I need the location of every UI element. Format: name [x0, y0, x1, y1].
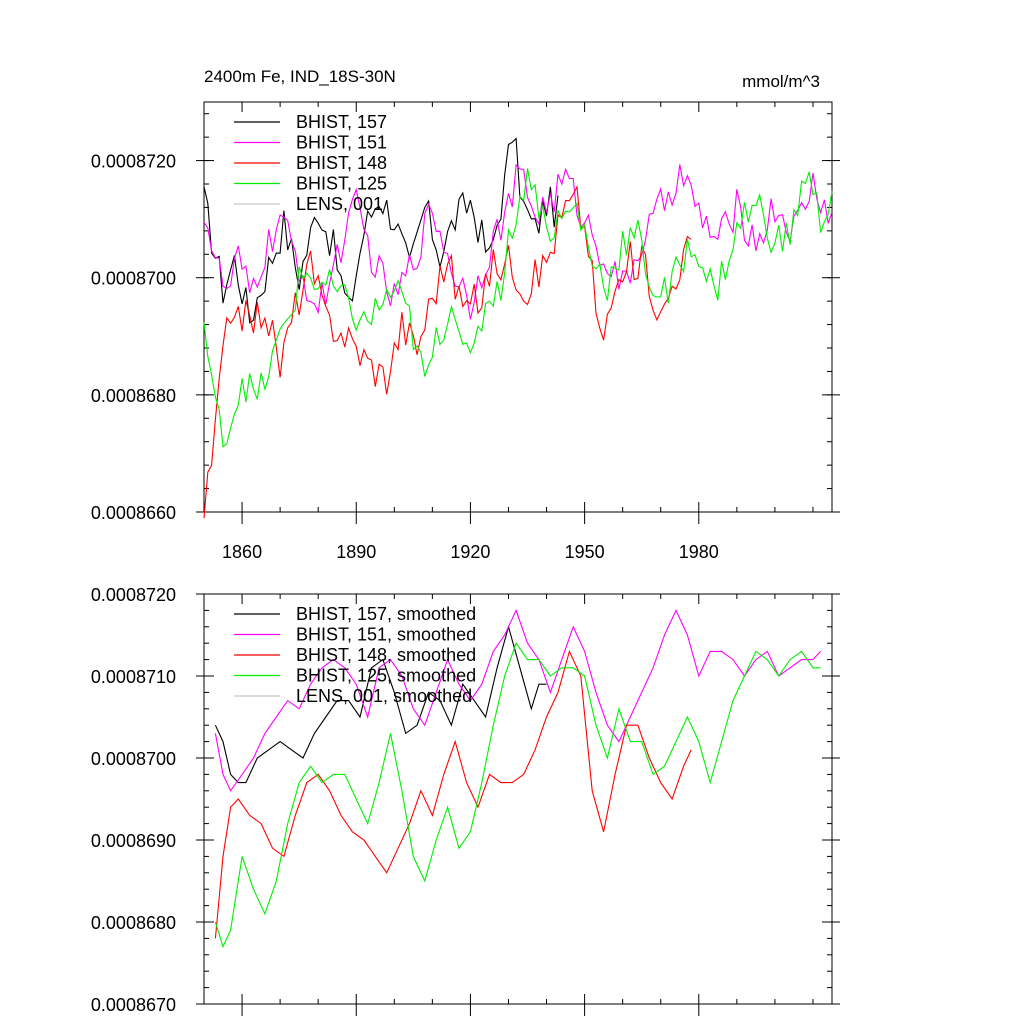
legend-label: LENS, 001, smoothed: [296, 686, 472, 706]
y-tick-label: 0.0008690: [91, 831, 176, 851]
top-chart-title: 2400m Fe, IND_18S-30N: [204, 67, 396, 86]
plot-frame: [203, 101, 833, 513]
y-tick-label: 0.0008680: [91, 386, 176, 406]
top-panel: 1860 1890 1920 1950 1980 0.0008660 0.0008680 0.…: [91, 101, 840, 562]
legend-label: BHIST, 148: [296, 153, 387, 173]
y-tick-label: 0.0008720: [91, 152, 176, 172]
series-line-bhist-148-smoothed: [214, 649, 692, 939]
x-tick-label: 1950: [565, 542, 605, 562]
legend-label: BHIST, 151: [296, 133, 387, 153]
y-tick-label: 0.0008700: [91, 749, 176, 769]
x-tick-label: 1920: [450, 542, 490, 562]
y-tick-label: 0.0008670: [91, 995, 176, 1015]
y-tick-label: 0.0008660: [91, 503, 176, 523]
y-tick-label: 0.0008710: [91, 667, 176, 687]
legend-label: BHIST, 125: [296, 174, 387, 194]
x-tick-label: 1860: [222, 542, 262, 562]
series-line-bhist-125-smoothed: [214, 641, 821, 949]
plot-frame: [203, 593, 833, 1005]
top-chart-units: mmol/m^3: [742, 72, 820, 91]
legend-label: BHIST, 148, smoothed: [296, 645, 476, 665]
y-tick-label: 0.0008700: [91, 269, 176, 289]
series-line-bhist-157-smoothed: [214, 624, 547, 784]
y-tick-label: 0.0008680: [91, 913, 176, 933]
series-line-bhist-151-smoothed: [214, 608, 822, 792]
series-line-bhist-157: [203, 137, 559, 324]
y-tick-label: 0.0008720: [91, 585, 176, 605]
legend-label: BHIST, 157: [296, 112, 387, 132]
series-line-bhist-151: [203, 163, 833, 320]
bottom-panel: 0.0008670 0.0008680 0.0008690 0.0008700 0.00…: [91, 585, 840, 1016]
series-line-bhist-148: [203, 184, 692, 519]
legend-label: LENS, 001: [296, 194, 383, 214]
series-line-bhist-125: [203, 168, 833, 448]
x-tick-label: 1980: [679, 542, 719, 562]
x-tick-label: 1890: [336, 542, 376, 562]
legend-label: BHIST, 157, smoothed: [296, 604, 476, 624]
legend-label: BHIST, 125, smoothed: [296, 666, 476, 686]
legend-label: BHIST, 151, smoothed: [296, 625, 476, 645]
